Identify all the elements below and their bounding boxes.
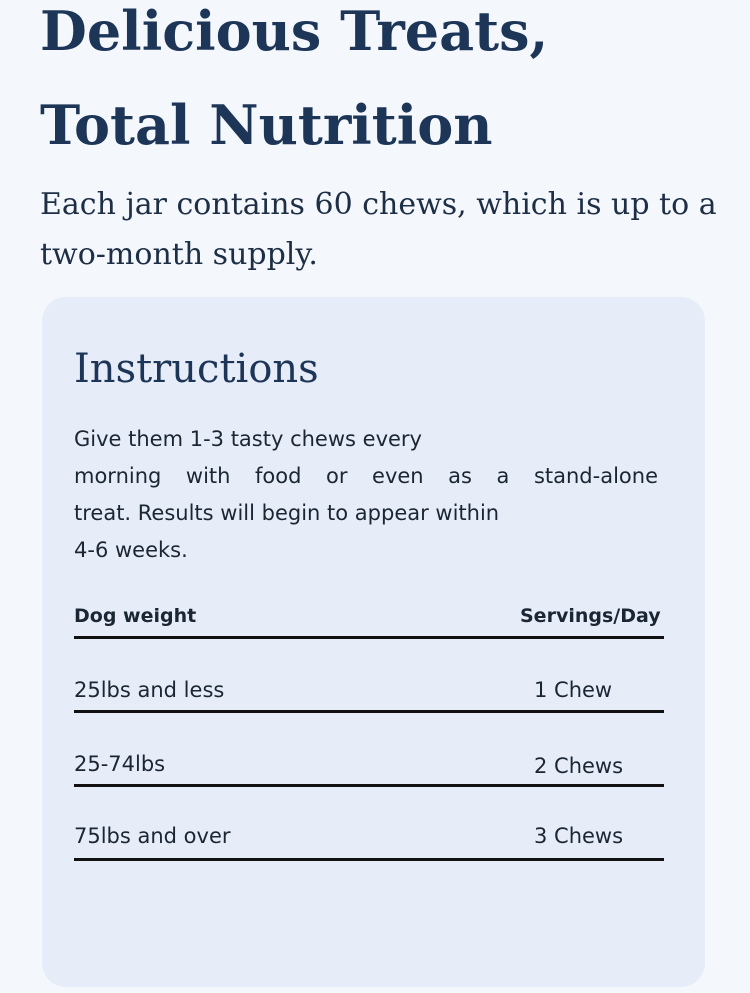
- instructions-card: Instructions Give them 1-3 tasty chews e…: [42, 297, 705, 987]
- header-dog-weight: Dog weight: [74, 605, 197, 627]
- instructions-line-4: 4-6 weeks.: [74, 538, 188, 562]
- hero-headline: Delicious Treats, Total Nutrition: [40, 0, 730, 172]
- row-servings: 3 Chews: [534, 824, 624, 848]
- instructions-title: Instructions: [74, 346, 319, 392]
- dosing-table: Dog weight Servings/Day 25lbs and less 1…: [74, 597, 664, 861]
- hero-headline-line-1: Delicious Treats,: [40, 0, 549, 63]
- header-servings-per-day: Servings/Day: [520, 605, 661, 627]
- table-row: 25-74lbs 2 Chews: [74, 713, 664, 787]
- table-row: 25lbs and less 1 Chew: [74, 639, 664, 713]
- instructions-line-1: Give them 1-3 tasty chews every: [74, 427, 422, 451]
- instructions-text: Give them 1-3 tasty chews every morning …: [74, 421, 664, 569]
- instructions-line-3: treat. Results will begin to appear with…: [74, 501, 500, 525]
- instructions-line-2: morning with food or even as a stand-alo…: [74, 464, 658, 488]
- table-row: 75lbs and over 3 Chews: [74, 787, 664, 861]
- hero-headline-line-2: Total Nutrition: [40, 93, 493, 157]
- row-servings: 2 Chews: [534, 754, 624, 778]
- row-dog-weight: 75lbs and over: [74, 824, 231, 848]
- row-dog-weight: 25-74lbs: [74, 752, 166, 776]
- row-dog-weight: 25lbs and less: [74, 678, 225, 702]
- hero-subtitle: Each jar contains 60 chews, which is up …: [40, 187, 717, 272]
- table-header-row: Dog weight Servings/Day: [74, 597, 664, 639]
- row-servings: 1 Chew: [534, 678, 613, 702]
